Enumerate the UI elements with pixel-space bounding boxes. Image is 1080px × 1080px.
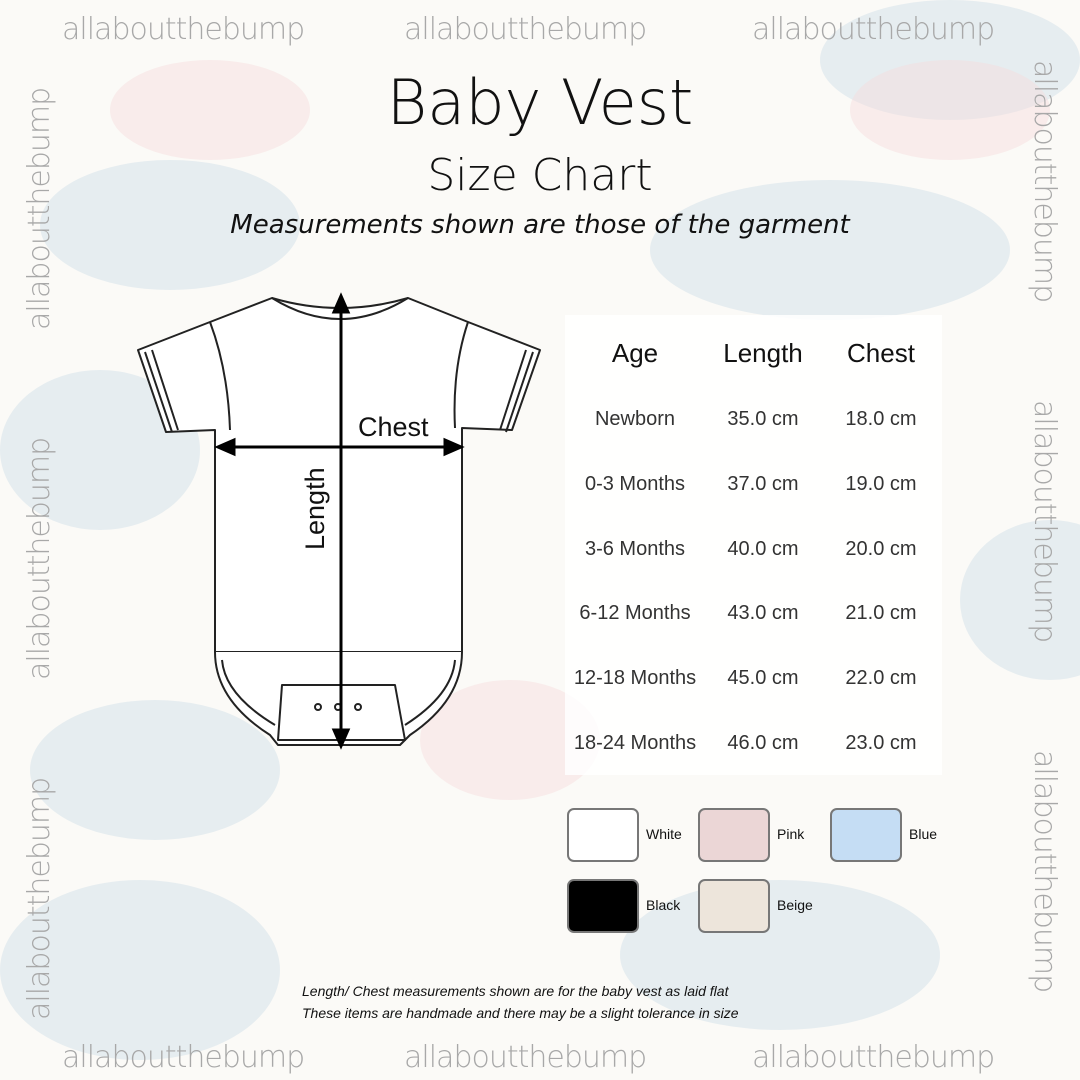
color-swatch-label: Black	[646, 897, 681, 913]
color-swatch-label: Beige	[777, 897, 813, 913]
table-cell: 6-12 Months	[579, 602, 691, 625]
column-header: Chest	[847, 338, 915, 368]
table-cell: 23.0 cm	[845, 732, 917, 754]
note-handmade: These items are handmade and there may b…	[302, 1005, 739, 1021]
table-cell: 37.0 cm	[727, 472, 799, 495]
table-cell: 20.0 cm	[845, 537, 917, 560]
table-cell: 43.0 cm	[727, 602, 799, 625]
note-measurement: Length/ Chest measurements shown are for…	[302, 983, 729, 999]
table-cell: 35.0 cm	[727, 408, 799, 430]
color-swatch-label: Blue	[909, 826, 938, 842]
color-swatch-label: Pink	[777, 826, 805, 842]
color-swatch-blue	[830, 808, 902, 862]
size-table	[565, 315, 942, 775]
table-cell: 12-18 Months	[573, 667, 697, 690]
page-title: Baby Vest	[386, 66, 694, 139]
table-cell: 46.0 cm	[727, 732, 799, 754]
baby-vest-diagram	[137, 292, 541, 750]
table-cell: Newborn	[594, 408, 676, 430]
length-label: Length	[300, 467, 330, 550]
table-cell: 18.0 cm	[845, 408, 917, 430]
color-swatch-pink	[698, 808, 770, 862]
page-subtitle: Size Chart	[427, 150, 653, 201]
tagline: Measurements shown are those of the garm…	[230, 210, 850, 240]
table-cell: 40.0 cm	[727, 537, 799, 560]
table-cell: 21.0 cm	[845, 602, 917, 625]
table-cell: 22.0 cm	[845, 667, 917, 690]
color-swatch-label: White	[646, 826, 682, 842]
column-header: Length	[723, 338, 803, 368]
color-swatch-black	[567, 879, 639, 933]
color-swatch-beige	[698, 879, 770, 933]
table-cell: 18-24 Months	[573, 732, 697, 754]
chest-label: Chest	[358, 412, 429, 442]
column-header: Age	[611, 338, 659, 368]
table-cell: 45.0 cm	[727, 667, 799, 690]
table-cell: 3-6 Months	[584, 537, 686, 560]
table-cell: 0-3 Months	[584, 472, 686, 495]
table-cell: 19.0 cm	[845, 472, 917, 495]
color-swatch-white	[567, 808, 639, 862]
